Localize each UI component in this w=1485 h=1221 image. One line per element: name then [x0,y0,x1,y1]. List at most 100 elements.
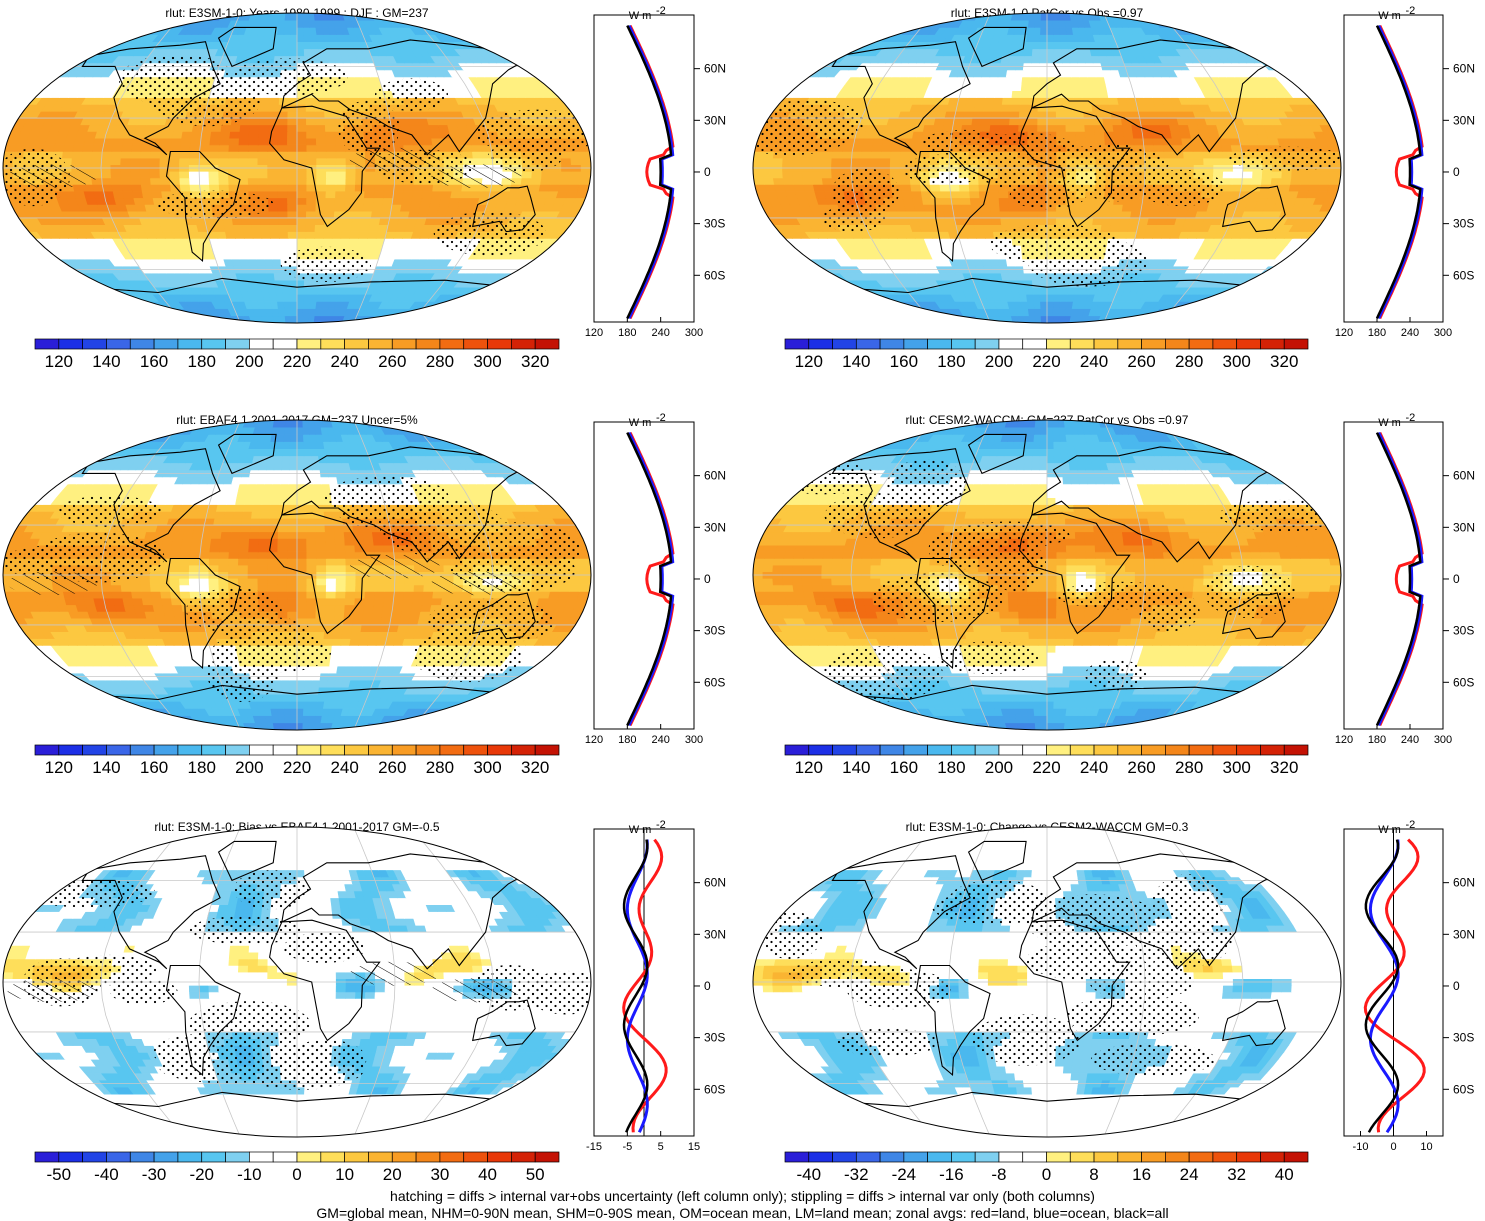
colorbar-swatch [296,1151,322,1163]
colorbar-swatch [463,1151,488,1163]
zonal-all-line [1364,839,1400,1133]
stippling [1218,499,1341,532]
colorbar-swatch [927,1151,952,1163]
colorbar-label: 320 [521,352,549,371]
colorbar-swatch [58,1151,83,1163]
colorbar-swatch [974,338,1000,350]
colorbar-swatch [1188,744,1214,756]
zonal-lat-label: 60S [1453,1082,1474,1096]
colorbar-swatch [82,1151,107,1163]
colorbar-swatch [153,1151,179,1163]
colorbar-swatch [344,1151,369,1163]
zonal-tick-label: 15 [688,1141,700,1153]
zonal-all-line [1375,432,1422,726]
colorbar-label: 50 [526,1165,545,1184]
colorbar-swatch [463,744,488,756]
zonal-units-sup: -2 [1406,5,1416,17]
zonal-lat-label: 60N [1453,876,1475,890]
zonal-units: W m [629,10,652,22]
stippling [57,495,162,527]
colorbar-label: 240 [330,758,358,777]
stippling [938,641,1041,675]
stippling [871,573,1005,622]
colorbar-swatch [1188,338,1214,350]
zonal-units-sup: -2 [656,819,666,831]
zonal-ocean-line [1377,24,1424,320]
zonal-tick-label: 240 [1401,327,1419,339]
zonal-lat-label: 30N [1453,113,1475,127]
colorbar-label: 200 [985,758,1013,777]
colorbar-swatch [903,744,928,756]
colorbar-swatch [415,744,441,756]
hatching [431,571,522,596]
colorbar-label: 280 [1175,352,1203,371]
colorbar-label: 40 [1275,1165,1294,1184]
stippling [233,870,309,910]
colorbar-label: -40 [796,1165,821,1184]
stippling [177,99,240,127]
colorbar-swatch [320,744,345,756]
colorbar-swatch [1283,338,1309,350]
colorbar-label: 40 [478,1165,497,1184]
colorbar-label: 280 [426,758,454,777]
colorbar-label: 180 [188,758,216,777]
colorbar-label: 24 [1180,1165,1199,1184]
map-field [753,13,1341,323]
colorbar-label: -50 [47,1165,72,1184]
stippling [903,154,987,185]
zonal-lat-label: 60N [704,469,726,483]
colorbar-swatch [1117,1151,1142,1163]
zonal-units: W m [1378,417,1401,429]
colorbar-swatch [879,744,905,756]
panel-p3: rlut: EBAF4.1 2001-2017 GM=237 Uncer=5%1… [2,412,726,777]
hatching [431,164,522,189]
stippling [58,954,158,986]
colorbar-label: 180 [188,352,216,371]
colorbar-swatch [1093,1151,1119,1163]
map-field [3,13,591,323]
colorbar-swatch [129,338,155,350]
panel-p4: rlut: CESM2-WACCM: GM=237 PatCor vs Obs … [752,412,1475,777]
colorbar-label: 280 [426,352,454,371]
zonal-lat-label: 30S [1453,624,1474,638]
colorbar-label: 180 [937,352,965,371]
stippling [928,529,996,570]
colorbar-swatch [225,1151,250,1163]
zonal-tick-label: 120 [1335,734,1353,746]
colorbar-label: 8 [1089,1165,1098,1184]
colorbar-swatch [1022,1151,1047,1163]
panel-p1: rlut: E3SM-1-0: Years 1980-1999 : DJF : … [2,5,726,371]
stippling [1204,565,1296,619]
colorbar-label: 140 [842,352,870,371]
zonal-lat-label: 30N [704,113,726,127]
colorbar-swatch [368,1151,393,1163]
coastlines [830,840,1286,1137]
zonal-lat-label: 30N [1453,520,1475,534]
panel-p2: rlut: E3SM-1-0 PatCor vs Obs =0.97120140… [752,5,1475,371]
colorbar-label: -16 [939,1165,964,1184]
colorbar: 120 140 160 180 200 220 240 260 280 300 320 [34,744,560,777]
colorbar-swatch [249,1151,274,1163]
colorbar-swatch [129,744,155,756]
map-outline [752,826,1342,1138]
colorbar-label: 140 [842,758,870,777]
zonal-tick-label: 240 [1401,734,1419,746]
colorbar-label: 300 [1222,758,1250,777]
zonal-units: W m [629,824,652,836]
colorbar-label: 320 [1270,758,1298,777]
zonal-tick-label: 10 [1420,1141,1432,1153]
zonal-ocean-line [627,431,675,727]
graticule [3,420,591,730]
zonal-lat-label: 30N [1453,927,1475,941]
coastlines [80,26,536,323]
zonal-ocean-line [627,24,675,320]
footer-line-1: hatching = diffs > internal var+obs unce… [390,1188,1095,1204]
colorbar-swatch [1212,744,1238,756]
colorbar-swatch [320,338,345,350]
colorbar-swatch [951,744,976,756]
colorbar-swatch [1141,1151,1166,1163]
zonal-mean-plot: W m -2 60N 30N 0 30S 60S -10 0 10 [1343,819,1475,1153]
coastlines [80,433,536,730]
colorbar-swatch [272,1151,298,1163]
colorbar-swatch [1046,744,1071,756]
